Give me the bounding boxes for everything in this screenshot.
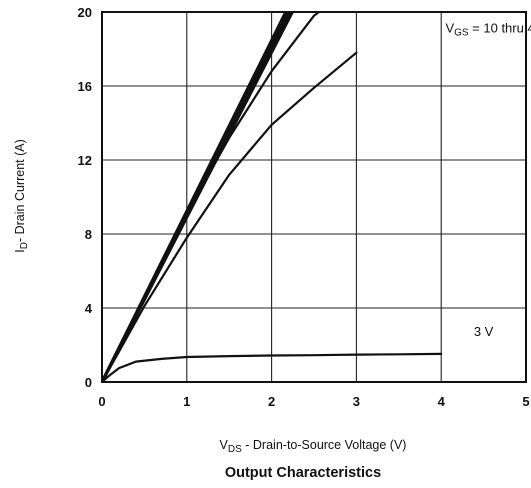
chart-title: Output Characteristics [225,465,381,481]
x-tick-labels: 0 1 2 3 4 5 [98,394,529,409]
curve-vgs3 [102,352,443,382]
x-tick-label: 5 [522,394,529,409]
x-axis-label: VDS - Drain-to-Source Voltage (V) [220,438,407,455]
y-tick-label: 12 [78,153,92,168]
y-tick-label: 16 [78,79,92,94]
y-tick-labels: 0 4 8 12 16 20 [78,5,93,390]
y-tick-label: 4 [85,301,93,316]
x-tick-label: 2 [268,394,275,409]
y-axis-label: ID- Drain Current (A) [13,139,30,253]
curve-vgs5 [102,12,321,382]
x-tick-label: 3 [353,394,360,409]
annotations: VGS = 10 thru 4 V 3 V [445,20,531,338]
plot-frame [101,11,527,383]
annotation-vgs-high: VGS = 10 thru 4 V [445,20,531,38]
x-tick-label: 4 [438,394,446,409]
curves [102,12,443,382]
curve-vgs4 [102,51,358,382]
annotation-vgs-low: 3 V [474,324,494,339]
grid-lines [102,12,526,382]
y-tick-label: 8 [85,227,92,242]
y-tick-label: 20 [78,5,92,20]
x-tick-label: 1 [183,394,190,409]
y-tick-label: 0 [85,375,92,390]
x-tick-label: 0 [98,394,105,409]
